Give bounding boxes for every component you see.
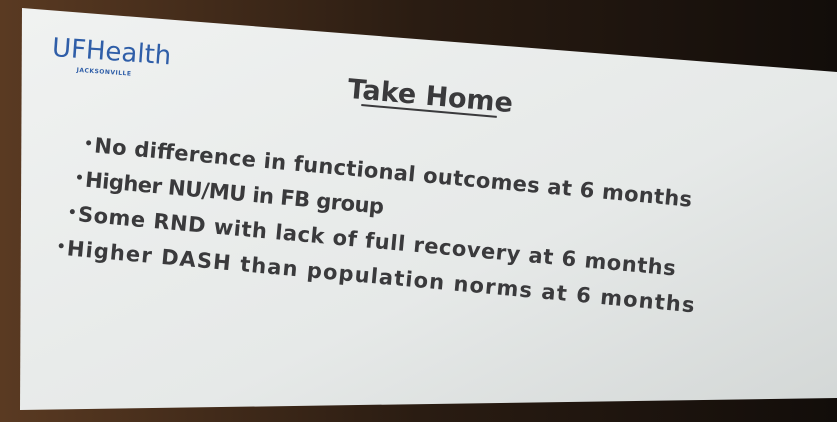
bullet-dot [69, 209, 75, 215]
bullet-dot [86, 140, 92, 146]
slide [20, 8, 837, 410]
bullet-dot [58, 243, 64, 249]
bullet-dot [76, 174, 82, 180]
logo-location: JACKSONVILLE [75, 67, 131, 78]
title-underline [361, 104, 497, 118]
